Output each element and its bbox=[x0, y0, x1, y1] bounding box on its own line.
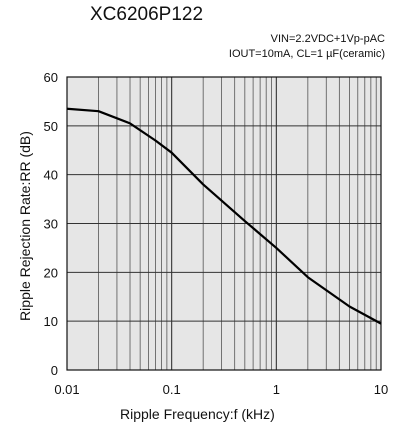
x-tick-label: 10 bbox=[374, 382, 388, 397]
tick-labels: 0 10 20 30 40 50 60 0.01 0.1 1 10 bbox=[44, 70, 389, 397]
y-tick-label: 0 bbox=[51, 363, 58, 378]
y-tick-label: 60 bbox=[44, 70, 58, 85]
chart-title: XC6206P122 bbox=[90, 4, 204, 25]
x-tick-label: 0.1 bbox=[163, 382, 181, 397]
y-tick-label: 40 bbox=[44, 168, 58, 183]
grid-lines bbox=[67, 77, 381, 370]
x-tick-label: 1 bbox=[273, 382, 280, 397]
y-tick-label: 30 bbox=[44, 217, 58, 232]
series-line bbox=[66, 107, 382, 325]
x-axis-label: Ripple Frequency:f (kHz) bbox=[120, 406, 275, 422]
test-condition-input: VIN=2.2VDC+1Vp-pAC bbox=[270, 33, 385, 45]
test-condition-output: IOUT=10mA, CL=1 µF(ceramic) bbox=[228, 48, 385, 60]
y-tick-label: 10 bbox=[44, 314, 58, 329]
x-tick-label: 0.01 bbox=[54, 382, 79, 397]
y-tick-label: 50 bbox=[44, 119, 58, 134]
y-tick-label: 20 bbox=[44, 265, 58, 280]
plot-frame bbox=[66, 76, 382, 371]
